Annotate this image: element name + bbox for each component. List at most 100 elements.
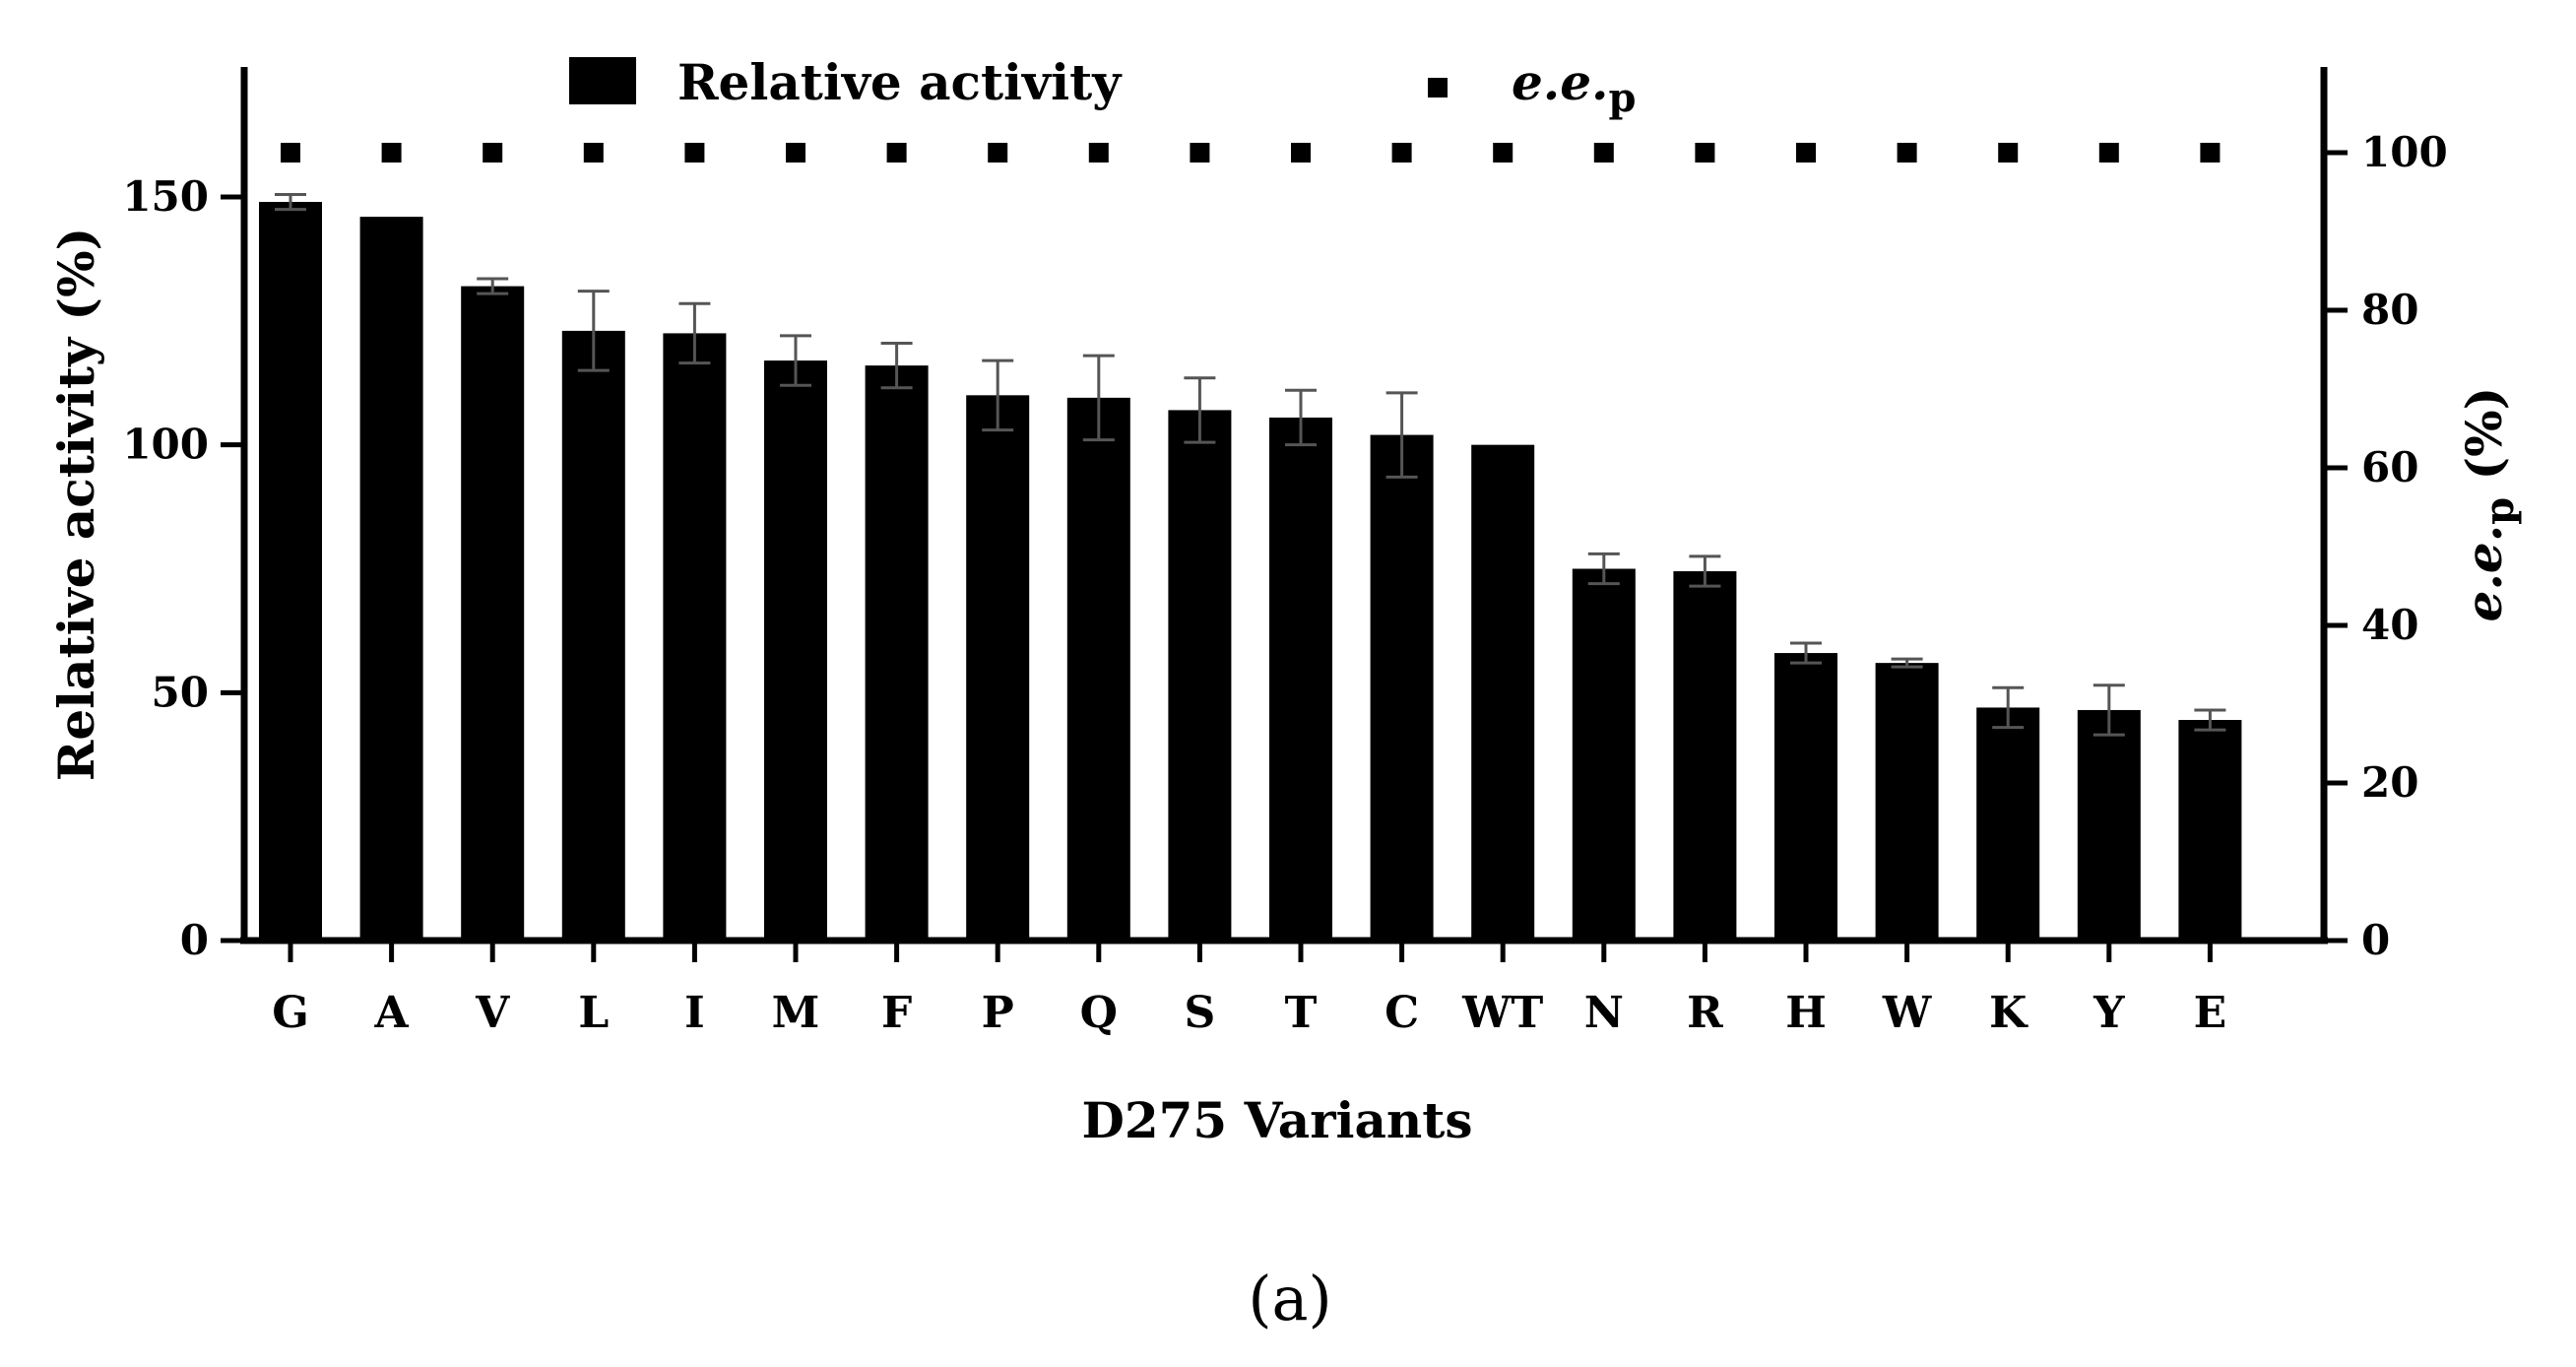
bar-T bbox=[1269, 417, 1332, 941]
ee-marker-N bbox=[1593, 143, 1614, 163]
y-axis-title: Relative activity (%) bbox=[47, 228, 105, 781]
bar-C bbox=[1370, 434, 1434, 942]
error-bar-T bbox=[1285, 388, 1317, 447]
x-ticks-group: G A V L I M F P Q S T C WT N R H W K Y E bbox=[272, 941, 2226, 1038]
bar-W bbox=[1875, 663, 1939, 941]
error-bar-C bbox=[1385, 391, 1418, 479]
ee-marker-R bbox=[1695, 143, 1715, 163]
x-tick-label-I: I bbox=[684, 988, 705, 1038]
bar-R bbox=[1673, 571, 1737, 941]
x-tick-label-Q: Q bbox=[1080, 988, 1118, 1038]
x-tick-label-A: A bbox=[374, 988, 410, 1038]
bar-K bbox=[1976, 707, 2040, 941]
legend-label-relative-activity: Relative activity bbox=[677, 53, 1123, 111]
ee-marker-T bbox=[1291, 143, 1311, 163]
bar-A bbox=[359, 217, 423, 942]
error-bar-L bbox=[577, 290, 610, 372]
y2-axis-title: e.e.p (%) bbox=[2455, 387, 2523, 622]
x-tick-label-R: R bbox=[1687, 988, 1723, 1038]
ee-marker-Q bbox=[1088, 143, 1109, 163]
error-bar-G bbox=[275, 192, 306, 212]
bar-M bbox=[764, 360, 827, 942]
ee-marker-V bbox=[483, 143, 503, 163]
error-bar-W bbox=[1891, 657, 1923, 669]
ee-marker-H bbox=[1796, 143, 1816, 163]
error-bar-Q bbox=[1082, 354, 1115, 442]
ee-marker-A bbox=[381, 143, 402, 163]
bar-P bbox=[966, 395, 1030, 941]
axes bbox=[240, 67, 2328, 944]
x-tick-label-Y: Y bbox=[2093, 988, 2125, 1038]
bar-G bbox=[259, 202, 322, 942]
x-tick-label-C: C bbox=[1385, 988, 1419, 1038]
bar-V bbox=[461, 286, 525, 942]
x-tick-label-WT: WT bbox=[1461, 988, 1543, 1038]
panel-label: (a) bbox=[1248, 1263, 1331, 1334]
error-bar-P bbox=[982, 358, 1014, 432]
bar-WT bbox=[1471, 444, 1535, 941]
ee-marker-C bbox=[1391, 143, 1412, 163]
left-tick-label-0: 0 bbox=[180, 916, 209, 964]
x-tick-label-S: S bbox=[1185, 988, 1216, 1038]
x-tick-label-W: W bbox=[1882, 988, 1932, 1038]
error-bar-R bbox=[1689, 554, 1721, 588]
x-tick-label-G: G bbox=[272, 988, 309, 1038]
bar-I bbox=[663, 333, 727, 942]
ee-marker-M bbox=[786, 143, 805, 163]
left-tick-label-100: 100 bbox=[122, 421, 209, 469]
ee-marker-S bbox=[1190, 143, 1210, 163]
error-bars-group bbox=[275, 192, 2226, 737]
ee-marker-F bbox=[886, 143, 907, 163]
error-bar-I bbox=[678, 301, 711, 365]
ee-marker-I bbox=[684, 143, 705, 163]
left-tick-label-50: 50 bbox=[152, 668, 209, 716]
bar-L bbox=[561, 330, 625, 941]
bar-Q bbox=[1066, 397, 1130, 942]
legend-swatch-relative-activity bbox=[569, 57, 636, 104]
x-tick-label-N: N bbox=[1584, 988, 1624, 1038]
error-bar-Y bbox=[2093, 684, 2125, 737]
ee-marker-G bbox=[281, 143, 300, 163]
bar-N bbox=[1572, 568, 1636, 941]
bar-H bbox=[1774, 653, 1837, 941]
ee-marker-E bbox=[2200, 143, 2221, 163]
x-tick-label-F: F bbox=[881, 988, 912, 1038]
right-tick-label-60: 60 bbox=[2361, 443, 2418, 491]
bar-Y bbox=[2077, 709, 2141, 941]
error-bar-V bbox=[477, 277, 509, 295]
error-bar-F bbox=[880, 341, 913, 390]
x-tick-label-M: M bbox=[772, 988, 820, 1038]
error-bar-H bbox=[1790, 641, 1822, 665]
left-tick-label-150: 150 bbox=[122, 172, 209, 221]
error-bar-M bbox=[780, 334, 811, 387]
x-tick-label-P: P bbox=[982, 988, 1014, 1038]
ee-marker-K bbox=[1998, 143, 2019, 163]
ee-marker-P bbox=[988, 143, 1008, 163]
left-ticks-group: 0 50 100 150 bbox=[122, 172, 244, 964]
x-axis-title: D275 Variants bbox=[1081, 1091, 1472, 1149]
legend-label-ee: e.e.p bbox=[1512, 53, 1636, 121]
ee-marker-L bbox=[583, 143, 604, 163]
x-tick-label-H: H bbox=[1785, 988, 1827, 1038]
x-tick-label-T: T bbox=[1285, 988, 1318, 1038]
right-tick-label-40: 40 bbox=[2361, 601, 2418, 649]
ee-markers-group bbox=[281, 143, 2221, 163]
x-tick-label-V: V bbox=[475, 988, 510, 1038]
x-tick-label-K: K bbox=[1989, 988, 2029, 1038]
legend-marker-ee bbox=[1428, 78, 1448, 98]
ee-marker-W bbox=[1897, 143, 1917, 163]
right-tick-label-0: 0 bbox=[2361, 916, 2390, 964]
x-tick-label-L: L bbox=[578, 988, 609, 1038]
bar-S bbox=[1168, 410, 1232, 941]
bars-group bbox=[259, 202, 2242, 942]
right-tick-label-20: 20 bbox=[2361, 758, 2418, 807]
right-ticks-group: 0 20 40 60 80 100 bbox=[2324, 128, 2448, 964]
error-bar-K bbox=[1992, 685, 2025, 730]
error-bar-E bbox=[2194, 708, 2226, 732]
right-tick-label-80: 80 bbox=[2361, 286, 2418, 334]
bar-E bbox=[2178, 720, 2242, 941]
ee-marker-Y bbox=[2098, 143, 2119, 163]
ee-marker-WT bbox=[1493, 143, 1513, 163]
error-bar-S bbox=[1184, 376, 1216, 444]
